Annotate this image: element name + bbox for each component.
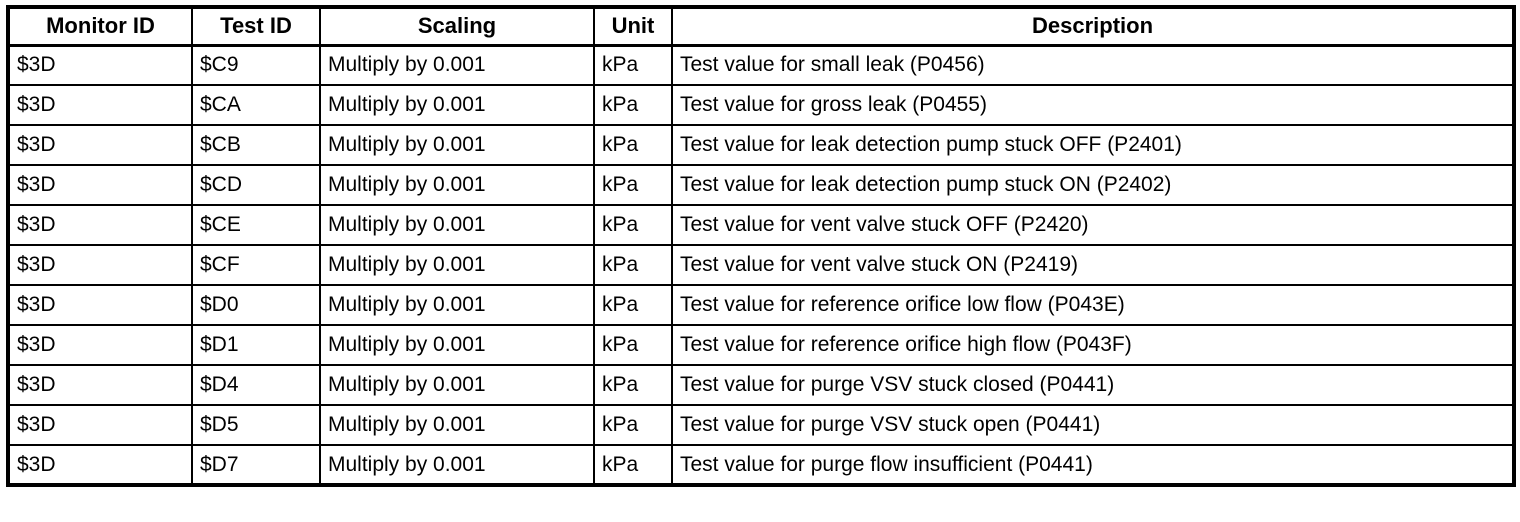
cell-unit: kPa	[593, 404, 673, 446]
cell-monitor-id: $3D	[7, 244, 193, 286]
cell-test-id: $CF	[191, 244, 321, 286]
cell-scaling: Multiply by 0.001	[319, 444, 595, 486]
column-header-test-id: Test ID	[191, 6, 321, 47]
cell-scaling: Multiply by 0.001	[319, 284, 595, 326]
cell-description: Test value for vent valve stuck ON (P241…	[671, 244, 1515, 286]
cell-test-id: $CE	[191, 204, 321, 246]
table-row: $3D $D0 Multiply by 0.001 kPa Test value for…	[7, 284, 1515, 326]
cell-monitor-id: $3D	[7, 284, 193, 326]
cell-test-id: $D1	[191, 324, 321, 366]
column-header-unit: Unit	[593, 6, 673, 47]
cell-test-id: $CD	[191, 164, 321, 206]
cell-monitor-id: $3D	[7, 444, 193, 486]
cell-unit: kPa	[593, 244, 673, 286]
table-row: $3D $CA Multiply by 0.001 kPa Test value for…	[7, 84, 1515, 126]
column-header-description: Description	[671, 6, 1515, 47]
cell-description: Test value for vent valve stuck OFF (P24…	[671, 204, 1515, 246]
cell-description: Test value for small leak (P0456)	[671, 44, 1515, 86]
cell-test-id: $CB	[191, 124, 321, 166]
cell-scaling: Multiply by 0.001	[319, 44, 595, 86]
table-row: $3D $D1 Multiply by 0.001 kPa Test value for…	[7, 324, 1515, 366]
table-row: $3D $C9 Multiply by 0.001 kPa Test value for…	[7, 44, 1515, 86]
table-row: $3D $CD Multiply by 0.001 kPa Test value for…	[7, 164, 1515, 206]
cell-description: Test value for gross leak (P0455)	[671, 84, 1515, 126]
cell-monitor-id: $3D	[7, 164, 193, 206]
table-body: $3D $C9 Multiply by 0.001 kPa Test value for…	[7, 44, 1515, 486]
table-row: $3D $CE Multiply by 0.001 kPa Test value for…	[7, 204, 1515, 246]
cell-monitor-id: $3D	[7, 364, 193, 406]
table-row: $3D $D7 Multiply by 0.001 kPa Test value for…	[7, 444, 1515, 486]
cell-unit: kPa	[593, 444, 673, 486]
table-row: $3D $CF Multiply by 0.001 kPa Test value for…	[7, 244, 1515, 286]
cell-unit: kPa	[593, 84, 673, 126]
table-row: $3D $D5 Multiply by 0.001 kPa Test value for…	[7, 404, 1515, 446]
cell-description: Test value for purge flow insufficient (…	[671, 444, 1515, 486]
cell-scaling: Multiply by 0.001	[319, 364, 595, 406]
cell-scaling: Multiply by 0.001	[319, 84, 595, 126]
cell-scaling: Multiply by 0.001	[319, 244, 595, 286]
cell-unit: kPa	[593, 324, 673, 366]
cell-monitor-id: $3D	[7, 124, 193, 166]
cell-test-id: $D7	[191, 444, 321, 486]
cell-test-id: $C9	[191, 44, 321, 86]
cell-monitor-id: $3D	[7, 324, 193, 366]
cell-test-id: $D4	[191, 364, 321, 406]
cell-description: Test value for leak detection pump stuck…	[671, 124, 1515, 166]
cell-test-id: $D0	[191, 284, 321, 326]
table-row: $3D $CB Multiply by 0.001 kPa Test value for…	[7, 124, 1515, 166]
column-header-scaling: Scaling	[319, 6, 595, 47]
cell-monitor-id: $3D	[7, 44, 193, 86]
cell-unit: kPa	[593, 124, 673, 166]
cell-scaling: Multiply by 0.001	[319, 324, 595, 366]
monitor-test-table: Monitor ID Test ID Scaling Unit Description …	[6, 5, 1516, 487]
cell-unit: kPa	[593, 364, 673, 406]
table-header-row: Monitor ID Test ID Scaling Unit Description	[7, 6, 1515, 47]
cell-scaling: Multiply by 0.001	[319, 404, 595, 446]
cell-scaling: Multiply by 0.001	[319, 164, 595, 206]
cell-scaling: Multiply by 0.001	[319, 124, 595, 166]
cell-test-id: $CA	[191, 84, 321, 126]
column-header-monitor-id: Monitor ID	[7, 6, 193, 47]
cell-test-id: $D5	[191, 404, 321, 446]
cell-description: Test value for purge VSV stuck closed (P…	[671, 364, 1515, 406]
table-row: Monitor ID Test ID Scaling Unit Description	[7, 6, 1515, 47]
cell-unit: kPa	[593, 44, 673, 86]
cell-scaling: Multiply by 0.001	[319, 204, 595, 246]
cell-unit: kPa	[593, 204, 673, 246]
cell-monitor-id: $3D	[7, 404, 193, 446]
cell-description: Test value for reference orifice high fl…	[671, 324, 1515, 366]
cell-description: Test value for purge VSV stuck open (P04…	[671, 404, 1515, 446]
cell-monitor-id: $3D	[7, 84, 193, 126]
cell-unit: kPa	[593, 284, 673, 326]
table-row: $3D $D4 Multiply by 0.001 kPa Test value for…	[7, 364, 1515, 406]
cell-description: Test value for reference orifice low flo…	[671, 284, 1515, 326]
cell-unit: kPa	[593, 164, 673, 206]
cell-description: Test value for leak detection pump stuck…	[671, 164, 1515, 206]
cell-monitor-id: $3D	[7, 204, 193, 246]
